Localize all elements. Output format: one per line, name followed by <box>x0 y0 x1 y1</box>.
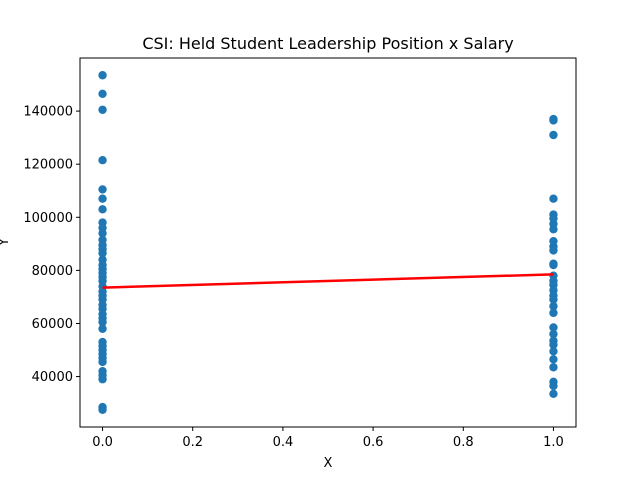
data-point <box>549 308 558 318</box>
data-point <box>98 71 107 80</box>
data-point <box>98 229 107 238</box>
data-point <box>549 329 558 339</box>
axes: 0.0 0.2 0.4 0.6 0.8 1.0 40000 60000 80000 100000 1… <box>23 57 577 450</box>
data-point <box>549 347 558 356</box>
x-tick-label: 0.2 <box>182 435 203 450</box>
data-point <box>549 389 558 399</box>
y-tick-label: 100000 <box>23 211 73 226</box>
data-point <box>98 375 107 384</box>
x-tick-label: 0.8 <box>453 435 474 450</box>
x-tick-label: 0.6 <box>363 435 384 450</box>
data-point <box>98 185 107 194</box>
x-tick-label: 0.4 <box>273 435 294 450</box>
data-point <box>549 130 558 140</box>
data-point <box>98 357 107 367</box>
data-point <box>98 156 107 165</box>
y-tick-label: 120000 <box>23 158 73 173</box>
x-axis-label: X <box>324 456 333 471</box>
data-point <box>549 194 558 203</box>
data-point <box>549 116 558 125</box>
data-point <box>98 205 107 214</box>
x-tick-label: 0.0 <box>92 435 113 450</box>
data-point <box>549 246 558 255</box>
y-tick-label: 40000 <box>32 370 73 385</box>
data-point <box>98 248 107 258</box>
data-point <box>98 105 107 114</box>
data-point <box>549 323 558 332</box>
data-point <box>98 324 107 333</box>
y-tick-label: 80000 <box>32 264 73 279</box>
data-point <box>549 260 558 270</box>
y-tick-label: 60000 <box>32 317 73 332</box>
x-tick-label: 1.0 <box>543 435 564 450</box>
regression-line <box>102 273 554 289</box>
y-tick-label: 140000 <box>23 105 73 120</box>
data-point <box>98 317 107 327</box>
y-axis-label: Y <box>0 238 12 247</box>
data-point <box>98 194 107 203</box>
axes-frame <box>79 57 577 428</box>
data-point <box>549 295 558 304</box>
data-point <box>549 363 558 372</box>
data-point <box>549 381 558 391</box>
data-point <box>549 340 558 349</box>
data-point <box>98 89 107 99</box>
chart-title: CSI: Held Student Leadership Position x … <box>142 34 513 53</box>
data-point <box>549 355 558 364</box>
data-point <box>549 225 558 234</box>
data-point <box>98 405 107 414</box>
data-point <box>549 302 558 311</box>
plot-area <box>98 71 558 414</box>
